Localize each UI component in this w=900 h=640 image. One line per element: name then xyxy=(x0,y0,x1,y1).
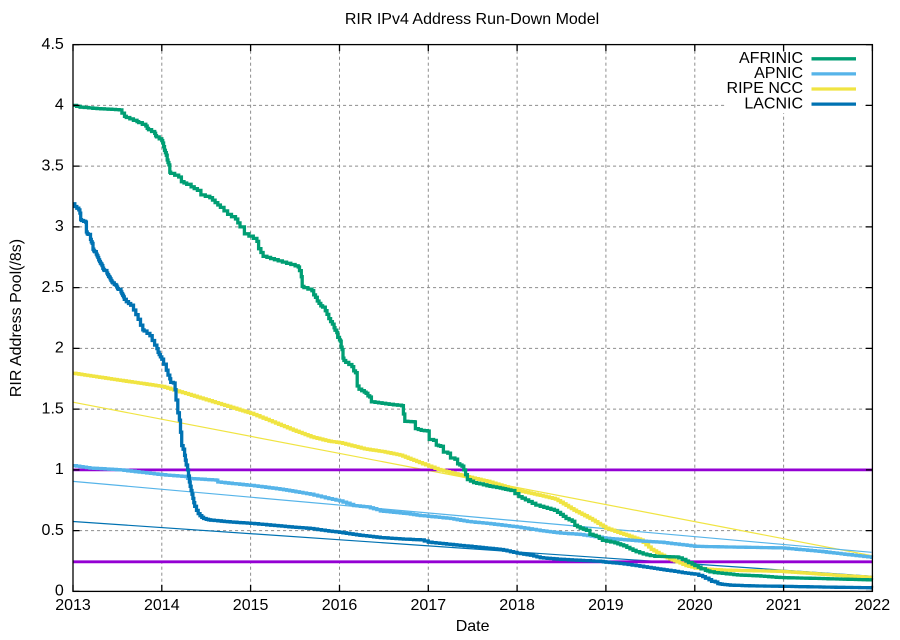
svg-text:3: 3 xyxy=(55,218,64,235)
svg-text:2017: 2017 xyxy=(411,597,447,614)
svg-text:LACNIC: LACNIC xyxy=(744,95,803,112)
svg-text:2022: 2022 xyxy=(855,597,891,614)
svg-text:RIR Address Pool(/8s): RIR Address Pool(/8s) xyxy=(8,239,25,397)
svg-text:Date: Date xyxy=(456,618,490,635)
svg-text:RIR IPv4 Address Run-Down Mode: RIR IPv4 Address Run-Down Model xyxy=(345,11,599,28)
svg-text:2013: 2013 xyxy=(55,597,91,614)
svg-text:AFRINIC: AFRINIC xyxy=(739,50,803,67)
svg-text:4: 4 xyxy=(55,97,64,114)
svg-text:3.5: 3.5 xyxy=(42,157,64,174)
svg-text:2021: 2021 xyxy=(766,597,802,614)
svg-text:2016: 2016 xyxy=(322,597,358,614)
svg-text:2: 2 xyxy=(55,340,64,357)
svg-text:2015: 2015 xyxy=(233,597,269,614)
svg-text:2.5: 2.5 xyxy=(42,279,64,296)
svg-text:2014: 2014 xyxy=(144,597,180,614)
svg-text:2019: 2019 xyxy=(588,597,624,614)
svg-text:4.5: 4.5 xyxy=(42,36,64,53)
svg-text:0: 0 xyxy=(55,583,64,600)
svg-text:2018: 2018 xyxy=(499,597,535,614)
svg-text:1.5: 1.5 xyxy=(42,400,64,417)
svg-text:1: 1 xyxy=(55,461,64,478)
svg-text:RIPE NCC: RIPE NCC xyxy=(727,80,803,97)
svg-text:APNIC: APNIC xyxy=(754,65,803,82)
svg-text:0.5: 0.5 xyxy=(42,522,64,539)
svg-text:2020: 2020 xyxy=(677,597,713,614)
